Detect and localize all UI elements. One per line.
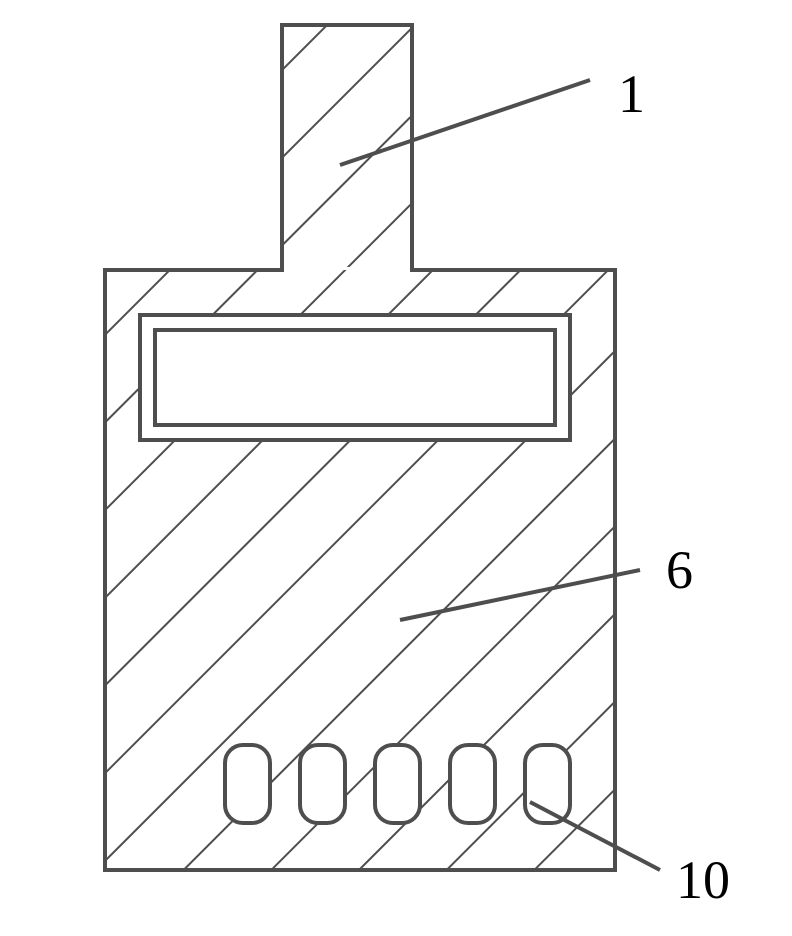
button-slot	[450, 745, 495, 823]
button-slot	[300, 745, 345, 823]
label-10: 10	[676, 850, 730, 910]
device-stem	[282, 25, 412, 274]
button-slot	[225, 745, 270, 823]
display-window	[140, 315, 570, 440]
button-slot	[375, 745, 420, 823]
label-1: 1	[618, 64, 645, 124]
label-6: 6	[666, 540, 693, 600]
